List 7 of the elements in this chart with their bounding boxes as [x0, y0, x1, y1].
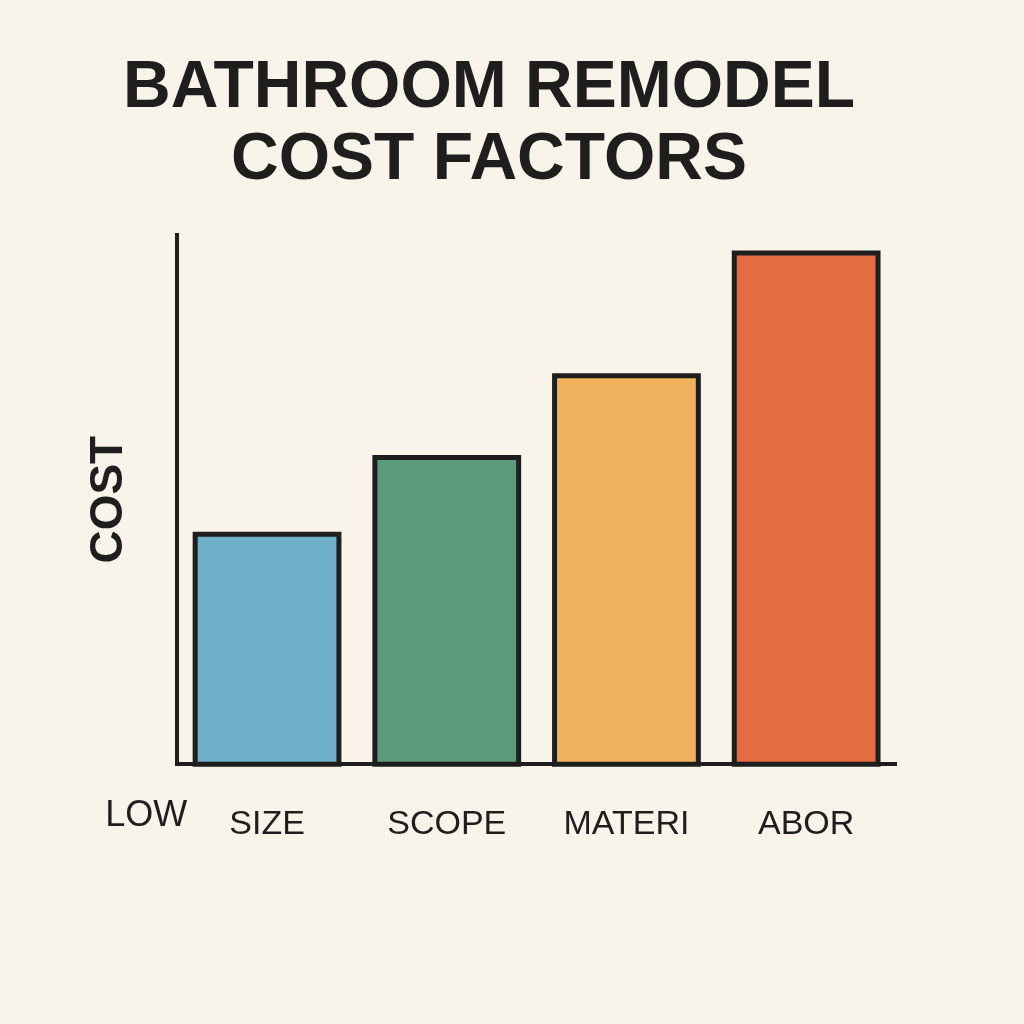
x-tick-label: MATERI: [563, 802, 690, 841]
x-tick-label: SCOPE: [387, 802, 507, 841]
y-axis-title: COST: [80, 435, 133, 564]
text: LOW: [105, 793, 188, 835]
x-tick-label: ABOR: [757, 802, 855, 841]
chart-title: BATHROOM REMODEL COST FACTORS: [122, 46, 856, 194]
x-tick-label: SIZE: [229, 802, 305, 841]
